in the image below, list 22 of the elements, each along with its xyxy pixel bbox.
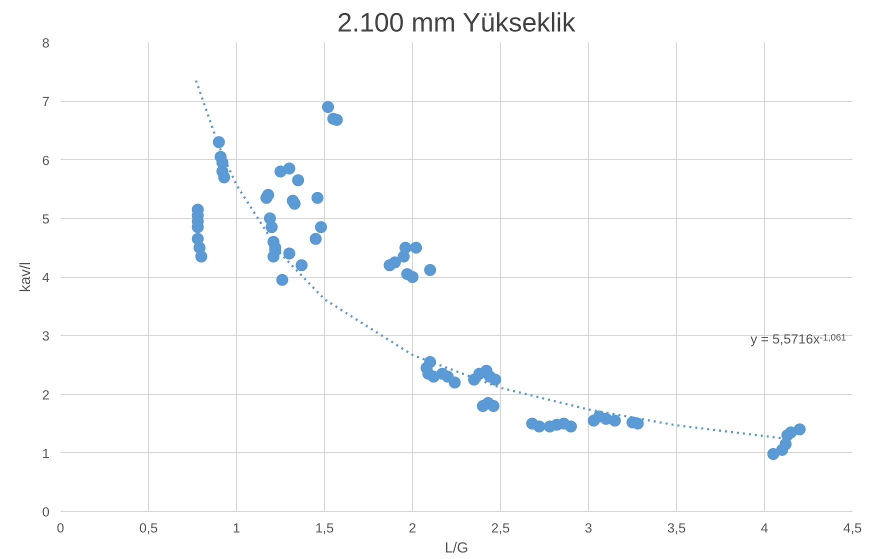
y-tick-label: 8 xyxy=(42,36,50,50)
x-tick-label: 3 xyxy=(584,520,592,536)
x-tick-label: 0,5 xyxy=(139,520,158,536)
y-tick-label: 7 xyxy=(42,94,50,110)
x-tick-label: 2,5 xyxy=(491,520,510,536)
x-tick-label: 4 xyxy=(760,520,769,536)
y-tick-label: 2 xyxy=(42,387,50,402)
x-axis-title: L/G xyxy=(444,540,468,556)
x-tick-label: 2 xyxy=(408,520,416,536)
y-tick-label: 6 xyxy=(42,152,50,168)
x-tick-label: 0 xyxy=(56,520,64,536)
x-tick-label: 1 xyxy=(232,520,240,536)
y-tick-label: 3 xyxy=(42,328,50,344)
y-tick-label: 4 xyxy=(42,270,50,285)
y-axis-title: kav/l xyxy=(18,262,34,292)
y-tick-label: 1 xyxy=(42,446,50,461)
x-tick-label: 3,5 xyxy=(667,520,686,536)
chart-title: 2.100 mm Yükseklik xyxy=(337,8,576,38)
x-tick-label: 4,5 xyxy=(843,520,862,536)
x-tick-label: 1,5 xyxy=(315,520,334,536)
y-tick-label: 0 xyxy=(42,504,50,520)
y-tick-label: 5 xyxy=(42,211,50,226)
